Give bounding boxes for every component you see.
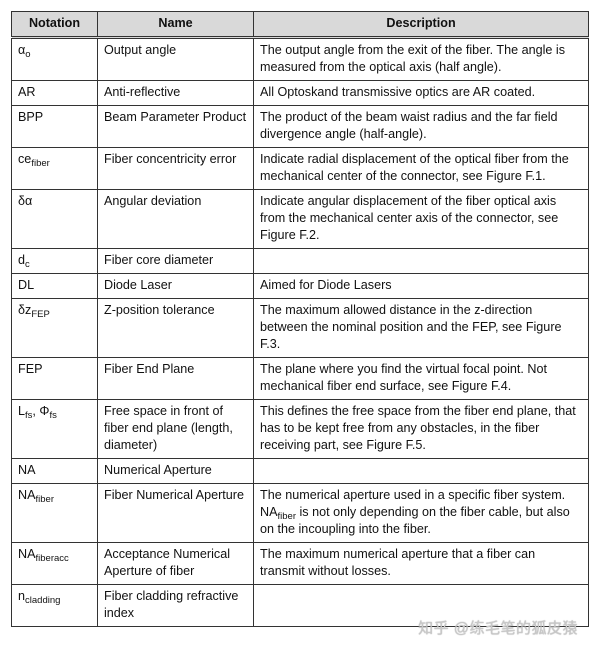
- text-segment: AR: [18, 85, 36, 99]
- text-segment: α: [18, 43, 26, 57]
- name-cell: Fiber concentricity error: [97, 147, 254, 190]
- notation-table: Notation Name Description αo Output angle…: [11, 11, 589, 627]
- text-segment: δα: [18, 194, 33, 208]
- name-cell: Fiber End Plane: [97, 357, 254, 400]
- description-cell: [253, 248, 589, 274]
- description-cell: The numerical aperture used in a specifi…: [253, 483, 589, 543]
- notation-cell: δzFEP: [11, 298, 98, 358]
- table-row: NAfiber Fiber Numerical Aperture The numer…: [11, 483, 589, 543]
- subscript: o: [25, 49, 31, 60]
- text-segment: L: [18, 404, 26, 418]
- text-segment: Indicate radial displacement of the opti…: [260, 152, 569, 183]
- table-row: δα Angular deviation Indicate angular disp…: [11, 189, 589, 249]
- description-cell: The maximum numerical aperture that a fi…: [253, 542, 589, 585]
- name-cell: Fiber cladding refractive index: [97, 584, 254, 627]
- subscript: fiberacc: [35, 553, 69, 564]
- description-cell: The plane where you find the virtual foc…: [253, 357, 589, 400]
- table-row: FEP Fiber End Plane The plane where you fi…: [11, 357, 589, 400]
- notation-cell: ncladding: [11, 584, 98, 627]
- text-segment: FEP: [18, 362, 43, 376]
- notation-cell: dc: [11, 248, 98, 274]
- name-cell: Free space in front of fiber end plane (…: [97, 399, 254, 459]
- text-segment: δz: [18, 303, 32, 317]
- name-cell: Anti-reflective: [97, 80, 254, 106]
- notation-cell: AR: [11, 80, 98, 106]
- name-cell: Acceptance Numerical Aperture of fiber: [97, 542, 254, 585]
- notation-cell: δα: [11, 189, 98, 249]
- subscript: c: [25, 259, 30, 270]
- table-row: AR Anti-reflective All Optoskand transmiss…: [11, 80, 589, 106]
- table-row: BPP Beam Parameter Product The product of …: [11, 105, 589, 148]
- header-description: Description: [253, 11, 589, 39]
- name-cell: Z-position tolerance: [97, 298, 254, 358]
- table-row: NAfiberacc Acceptance Numerical Aperture …: [11, 542, 589, 585]
- description-cell: Aimed for Diode Lasers: [253, 273, 589, 299]
- subscript: fiber: [35, 494, 54, 505]
- text-segment: The maximum allowed distance in the z-di…: [260, 303, 562, 351]
- description-cell: This defines the free space from the fib…: [253, 399, 589, 459]
- notation-cell: Lfs, Φfs: [11, 399, 98, 459]
- name-cell: Output angle: [97, 37, 254, 81]
- description-cell: [253, 458, 589, 484]
- name-cell: Fiber core diameter: [97, 248, 254, 274]
- text-segment: The output angle from the exit of the fi…: [260, 43, 566, 74]
- table-row: Lfs, Φfs Free space in front of fiber end…: [11, 399, 589, 459]
- text-segment: The numerical aperture used in a specifi…: [260, 488, 566, 519]
- notation-cell: αo: [11, 37, 98, 81]
- notation-cell: NAfiberacc: [11, 542, 98, 585]
- text-segment: Indicate angular displacement of the fib…: [260, 194, 559, 242]
- text-segment: NA: [18, 463, 36, 477]
- watermark: 知乎 @练毛笔的狐皮猿: [418, 620, 578, 637]
- notation-cell: NAfiber: [11, 483, 98, 543]
- description-cell: Indicate angular displacement of the fib…: [253, 189, 589, 249]
- table-row: dc Fiber core diameter: [11, 248, 589, 274]
- table-row: ncladding Fiber cladding refractive index: [11, 584, 589, 627]
- text-segment: BPP: [18, 110, 44, 124]
- subscript: cladding: [25, 595, 61, 606]
- text-segment: ce: [18, 152, 32, 166]
- text-segment: NA: [18, 547, 36, 561]
- description-cell: The output angle from the exit of the fi…: [253, 37, 589, 81]
- name-cell: Numerical Aperture: [97, 458, 254, 484]
- description-cell: The product of the beam waist radius and…: [253, 105, 589, 148]
- text-segment: This defines the free space from the fib…: [260, 404, 576, 452]
- notation-cell: FEP: [11, 357, 98, 400]
- text-segment: Aimed for Diode Lasers: [260, 278, 392, 292]
- text-segment: is not only depending on the fiber cable…: [260, 505, 570, 536]
- header-name: Name: [97, 11, 254, 39]
- subscript: fiber: [31, 158, 50, 169]
- text-segment: d: [18, 253, 26, 267]
- subscript: FEP: [31, 309, 50, 320]
- name-cell: Fiber Numerical Aperture: [97, 483, 254, 543]
- text-segment: , Φ: [32, 404, 50, 418]
- notation-cell: cefiber: [11, 147, 98, 190]
- description-cell: All Optoskand transmissive optics are AR…: [253, 80, 589, 106]
- name-cell: Beam Parameter Product: [97, 105, 254, 148]
- text-segment: The product of the beam waist radius and…: [260, 110, 558, 141]
- name-cell: Angular deviation: [97, 189, 254, 249]
- text-segment: All Optoskand transmissive optics are AR…: [260, 85, 536, 99]
- table-row: δzFEP Z-position tolerance The maximum all…: [11, 298, 589, 358]
- header-row: Notation Name Description: [11, 11, 589, 39]
- text-segment: DL: [18, 278, 35, 292]
- table-row: NA Numerical Aperture: [11, 458, 589, 484]
- table-row: cefiber Fiber concentricity error Indicate…: [11, 147, 589, 190]
- description-cell: Indicate radial displacement of the opti…: [253, 147, 589, 190]
- text-segment: The maximum numerical aperture that a fi…: [260, 547, 536, 578]
- description-cell: [253, 584, 589, 627]
- subscript: fiber: [277, 511, 296, 522]
- description-cell: The maximum allowed distance in the z-di…: [253, 298, 589, 358]
- text-segment: n: [18, 589, 26, 603]
- notation-cell: NA: [11, 458, 98, 484]
- name-cell: Diode Laser: [97, 273, 254, 299]
- text-segment: The plane where you find the virtual foc…: [260, 362, 548, 393]
- text-segment: NA: [18, 488, 36, 502]
- notation-cell: BPP: [11, 105, 98, 148]
- subscript: fs: [49, 410, 57, 421]
- table-row: DL Diode Laser Aimed for Diode Lasers: [11, 273, 589, 299]
- notation-cell: DL: [11, 273, 98, 299]
- table-row: αo Output angle The output angle from the …: [11, 37, 589, 81]
- header-notation: Notation: [11, 11, 98, 39]
- subscript: fs: [25, 410, 33, 421]
